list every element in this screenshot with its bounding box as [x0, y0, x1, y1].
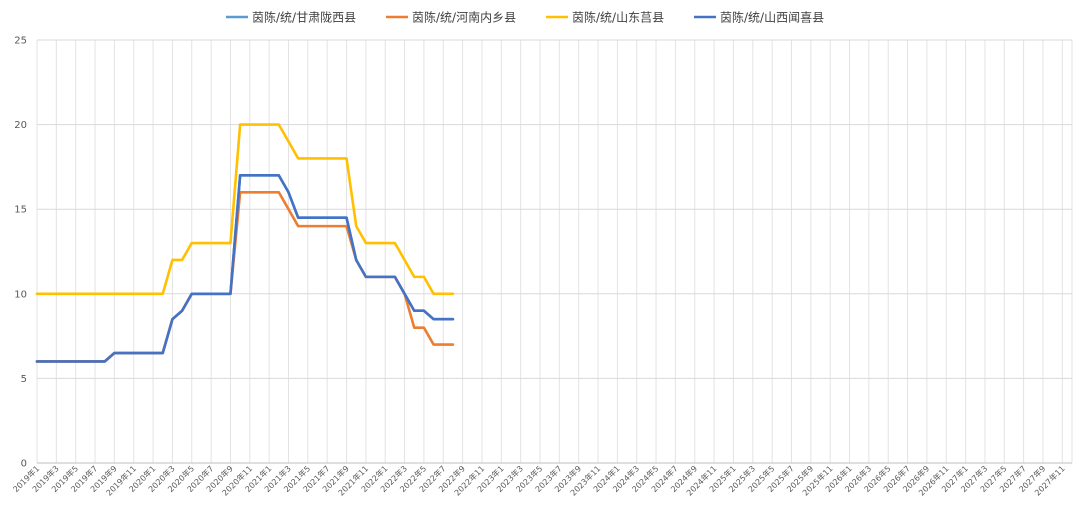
series-line-1 [35, 174, 455, 363]
y-tick-label: 25 [14, 36, 27, 47]
y-tick-label: 10 [14, 289, 27, 300]
y-tick-label: 20 [14, 120, 27, 131]
y-tick-label: 0 [21, 459, 27, 470]
y-tick-label: 5 [21, 374, 27, 385]
gridlines [36, 39, 1073, 464]
axes: 05101520252019年12019年32019年52019年72019年9… [11, 36, 1067, 498]
legend: 茵陈/统/甘肃陇西县 茵陈/统/河南内乡县 茵陈/统/山东莒县 茵陈/统/山西闻喜县 [226, 10, 824, 25]
legend-label: 茵陈/统/河南内乡县 [412, 10, 516, 25]
legend-label: 茵陈/统/山东莒县 [572, 10, 664, 25]
series-lines [35, 123, 455, 363]
series-line-3 [35, 123, 455, 296]
series-line-4 [35, 174, 455, 363]
legend-label: 茵陈/统/甘肃陇西县 [252, 10, 356, 25]
y-tick-label: 15 [14, 205, 27, 216]
legend-label: 茵陈/统/山西闻喜县 [720, 10, 824, 25]
